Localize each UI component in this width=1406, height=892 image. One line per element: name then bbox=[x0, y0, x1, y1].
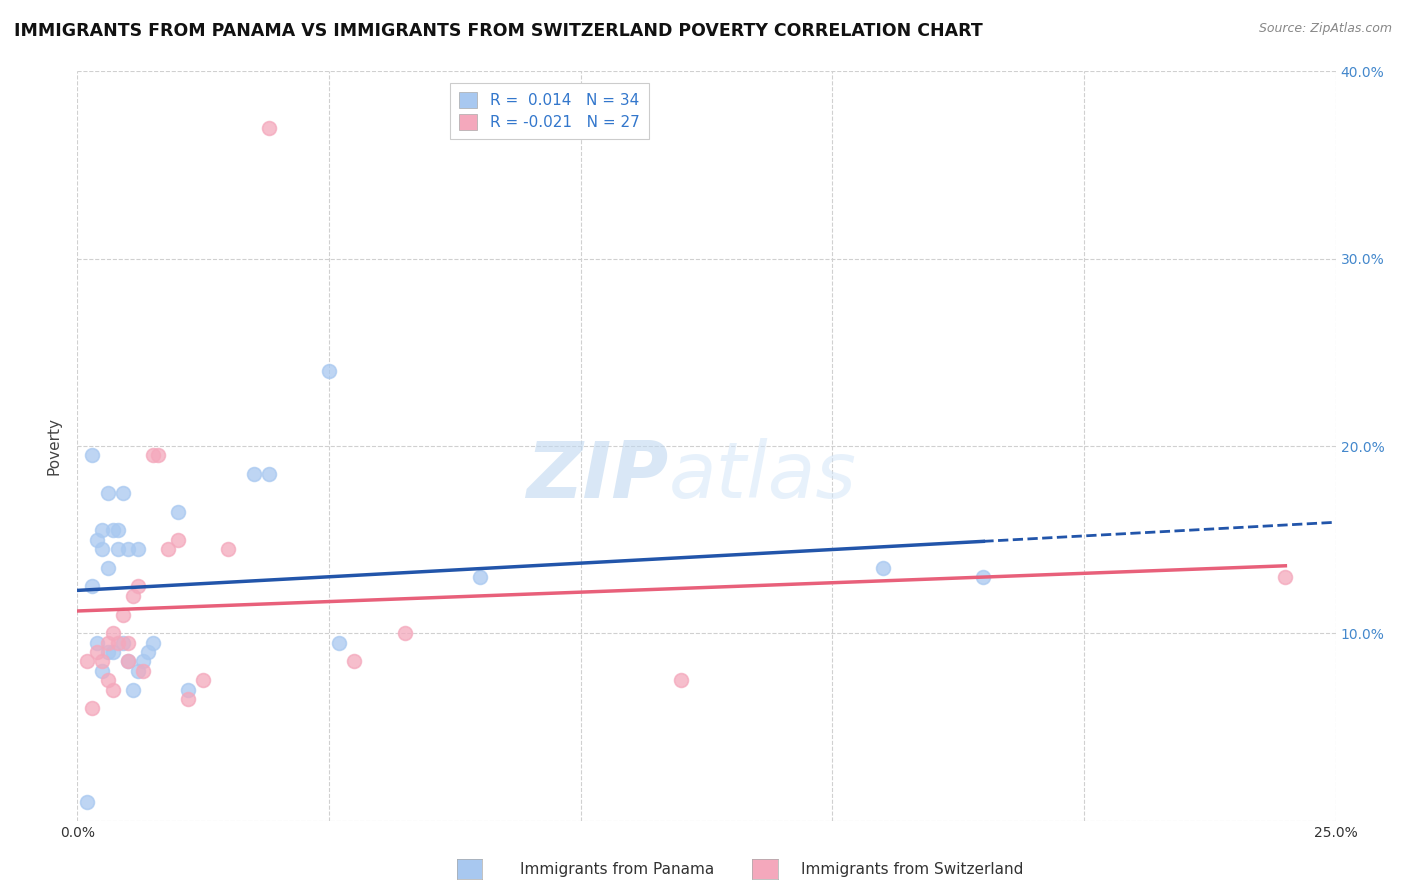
Text: ZIP: ZIP bbox=[526, 438, 669, 514]
Point bbox=[318, 364, 340, 378]
Point bbox=[167, 505, 190, 519]
Text: Immigrants from Switzerland: Immigrants from Switzerland bbox=[801, 863, 1024, 877]
Point bbox=[132, 655, 155, 669]
Point bbox=[82, 580, 104, 594]
Point bbox=[107, 635, 129, 649]
Point bbox=[91, 655, 114, 669]
Point bbox=[136, 645, 159, 659]
Point bbox=[86, 533, 108, 547]
Point bbox=[177, 682, 200, 697]
Point bbox=[394, 626, 416, 640]
Point bbox=[111, 485, 134, 500]
Point bbox=[91, 541, 114, 557]
Point bbox=[257, 467, 280, 482]
Point bbox=[101, 682, 124, 697]
Point bbox=[101, 523, 124, 537]
Point bbox=[111, 607, 134, 622]
Point bbox=[82, 448, 104, 462]
Point bbox=[117, 655, 139, 669]
Point bbox=[101, 645, 124, 659]
Point bbox=[242, 467, 264, 482]
Point bbox=[121, 589, 143, 603]
Point bbox=[146, 448, 169, 462]
Point bbox=[107, 523, 129, 537]
Text: atlas: atlas bbox=[669, 438, 856, 514]
Point bbox=[86, 635, 108, 649]
Point bbox=[127, 580, 149, 594]
Point bbox=[142, 635, 165, 649]
Point bbox=[972, 570, 994, 584]
Text: IMMIGRANTS FROM PANAMA VS IMMIGRANTS FROM SWITZERLAND POVERTY CORRELATION CHART: IMMIGRANTS FROM PANAMA VS IMMIGRANTS FRO… bbox=[14, 22, 983, 40]
Point bbox=[257, 120, 280, 135]
Point bbox=[86, 645, 108, 659]
Legend: R =  0.014   N = 34, R = -0.021   N = 27: R = 0.014 N = 34, R = -0.021 N = 27 bbox=[450, 83, 648, 139]
Point bbox=[111, 635, 134, 649]
Point bbox=[96, 673, 118, 688]
Point bbox=[91, 664, 114, 678]
Point bbox=[101, 626, 124, 640]
Point bbox=[343, 655, 366, 669]
Point bbox=[872, 561, 894, 575]
Point bbox=[91, 523, 114, 537]
Point bbox=[117, 655, 139, 669]
Text: Immigrants from Panama: Immigrants from Panama bbox=[520, 863, 714, 877]
Text: Source: ZipAtlas.com: Source: ZipAtlas.com bbox=[1258, 22, 1392, 36]
Point bbox=[328, 635, 350, 649]
Point bbox=[117, 541, 139, 557]
Y-axis label: Poverty: Poverty bbox=[46, 417, 62, 475]
Point bbox=[177, 692, 200, 706]
Point bbox=[76, 655, 98, 669]
Point bbox=[468, 570, 491, 584]
Point bbox=[671, 673, 693, 688]
Point bbox=[156, 541, 179, 557]
Point bbox=[96, 635, 118, 649]
Point bbox=[107, 541, 129, 557]
Point bbox=[1274, 570, 1296, 584]
Point bbox=[167, 533, 190, 547]
Point bbox=[96, 645, 118, 659]
Point bbox=[117, 635, 139, 649]
Point bbox=[127, 664, 149, 678]
Point bbox=[217, 541, 239, 557]
Point bbox=[96, 485, 118, 500]
Point bbox=[132, 664, 155, 678]
Point bbox=[76, 795, 98, 809]
Point bbox=[142, 448, 165, 462]
Point bbox=[191, 673, 215, 688]
Point bbox=[96, 561, 118, 575]
Point bbox=[121, 682, 143, 697]
Point bbox=[127, 541, 149, 557]
Point bbox=[82, 701, 104, 715]
